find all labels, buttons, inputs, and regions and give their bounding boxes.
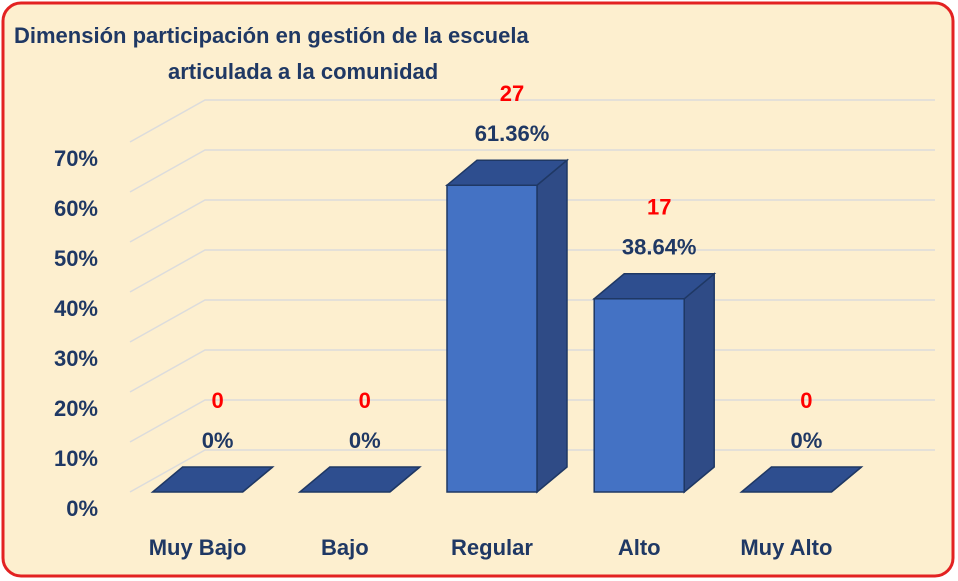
bar-top xyxy=(444,159,570,186)
grid-line xyxy=(129,249,935,293)
x-tick-label: Regular xyxy=(451,535,533,560)
x-tick-label: Alto xyxy=(618,535,661,560)
x-tick-label: Muy Bajo xyxy=(149,535,247,560)
count-label: 0 xyxy=(211,388,223,413)
bar-side xyxy=(536,158,568,494)
value-label: 0% xyxy=(202,428,234,453)
count-label: 0 xyxy=(359,388,371,413)
y-tick-label: 10% xyxy=(54,446,98,471)
y-tick-label: 30% xyxy=(54,346,98,371)
x-tick-label: Muy Alto xyxy=(740,535,832,560)
grid-line xyxy=(129,99,935,143)
value-label: 0% xyxy=(791,428,823,453)
bar-top xyxy=(297,466,422,493)
bar-side xyxy=(683,272,715,494)
y-tick-label: 50% xyxy=(54,246,98,271)
bar xyxy=(446,184,538,493)
value-label: 61.36% xyxy=(475,121,550,146)
value-label: 0% xyxy=(349,428,381,453)
bar-top xyxy=(150,466,275,493)
bar-top xyxy=(592,273,717,300)
bar xyxy=(593,298,685,493)
count-label: 27 xyxy=(500,81,524,106)
bar-top xyxy=(739,466,864,493)
grid-line xyxy=(129,149,935,193)
y-tick-label: 40% xyxy=(54,296,98,321)
y-tick-label: 60% xyxy=(54,196,98,221)
count-label: 17 xyxy=(647,195,671,220)
y-tick-label: 70% xyxy=(54,146,98,171)
x-tick-label: Bajo xyxy=(321,535,369,560)
chart-title: Dimensión participación en gestión de la… xyxy=(14,23,529,48)
count-label: 0 xyxy=(800,388,812,413)
chart-subtitle: articulada a la comunidad xyxy=(168,59,438,84)
y-tick-label: 20% xyxy=(54,396,98,421)
grid-line xyxy=(129,199,935,243)
value-label: 38.64% xyxy=(622,235,697,260)
y-tick-label: 0% xyxy=(66,496,98,521)
